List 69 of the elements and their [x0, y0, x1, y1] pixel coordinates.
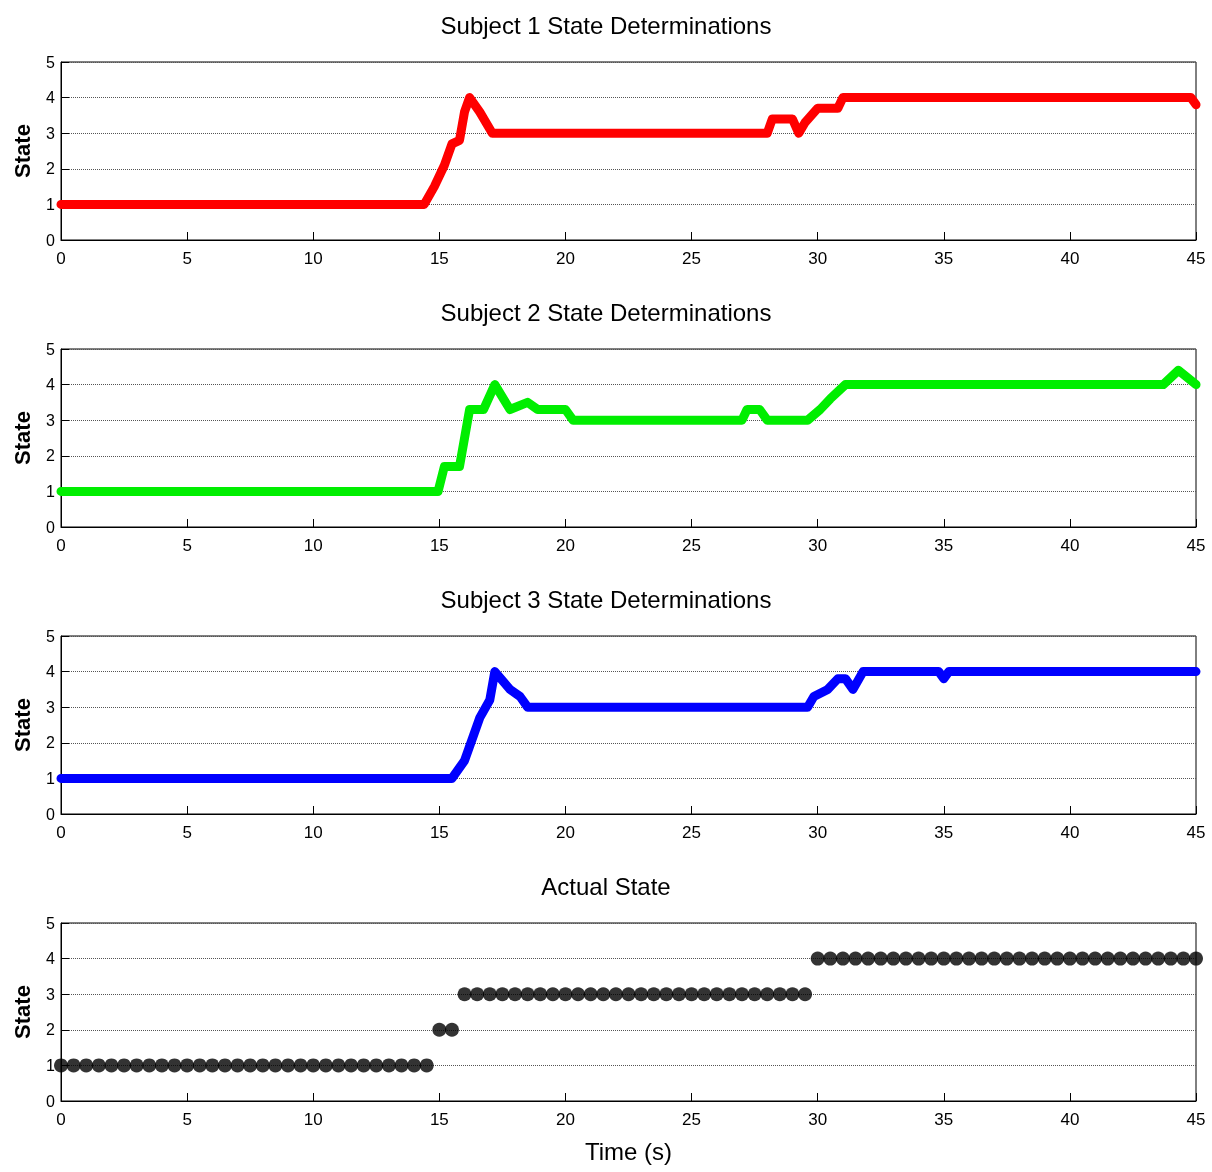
x-tick-label: 25 — [682, 536, 702, 555]
x-tick-label: 5 — [182, 823, 192, 842]
x-tick-label: 20 — [555, 823, 575, 842]
y-axis-title: State — [9, 985, 35, 1039]
x-tick-label: 25 — [682, 823, 702, 842]
x-tick-label: 35 — [934, 536, 954, 555]
x-tick-label: 10 — [303, 823, 323, 842]
x-tick-label: 35 — [934, 249, 954, 268]
y-tick-label: 4 — [46, 663, 56, 681]
chart-title: Subject 1 State Determinations — [440, 11, 772, 39]
x-tick-label: 45 — [1186, 249, 1206, 268]
x-tick-label: 45 — [1186, 823, 1206, 842]
x-tick-label: 35 — [934, 1110, 954, 1129]
x-tick-label: 30 — [808, 536, 828, 555]
y-tick-label: 2 — [46, 160, 56, 178]
x-tick-label: 40 — [1060, 823, 1080, 842]
y-tick-label: 5 — [46, 340, 56, 358]
y-tick-label: 4 — [46, 376, 56, 394]
chart-title: Actual State — [541, 872, 671, 900]
x-tick-label: 15 — [429, 1110, 449, 1129]
y-tick-label: 5 — [46, 914, 56, 932]
x-tick-label: 10 — [303, 1110, 323, 1129]
y-tick-label: 0 — [46, 518, 56, 536]
x-tick-label: 20 — [555, 249, 575, 268]
y-tick-label: 3 — [46, 124, 56, 142]
y-tick-label: 1 — [46, 482, 56, 500]
y-tick-label: 5 — [46, 627, 56, 645]
x-tick-label: 30 — [808, 823, 828, 842]
x-tick-label: 5 — [182, 536, 192, 555]
y-tick-label: 1 — [46, 195, 56, 213]
x-tick-label: 40 — [1060, 536, 1080, 555]
y-tick-label: 2 — [46, 734, 56, 752]
x-axis-title: Time (s) — [584, 1137, 673, 1165]
x-tick-label: 15 — [429, 536, 449, 555]
x-tick-label: 25 — [682, 249, 702, 268]
y-tick-label: 3 — [46, 985, 56, 1003]
x-tick-label: 5 — [182, 1110, 192, 1129]
x-tick-label: 40 — [1060, 1110, 1080, 1129]
y-axis-title: State — [9, 698, 35, 752]
y-tick-label: 1 — [46, 1056, 56, 1074]
y-tick-label: 3 — [46, 411, 56, 429]
x-tick-label: 25 — [682, 1110, 702, 1129]
y-tick-label: 3 — [46, 698, 56, 716]
x-tick-label: 15 — [429, 249, 449, 268]
x-tick-label: 10 — [303, 249, 323, 268]
chart-title: Subject 2 State Determinations — [440, 298, 772, 326]
x-tick-label: 45 — [1186, 536, 1206, 555]
y-tick-label: 1 — [46, 769, 56, 787]
y-tick-label: 0 — [46, 1092, 56, 1110]
y-tick-label: 0 — [46, 805, 56, 823]
y-tick-label: 2 — [46, 1021, 56, 1039]
x-tick-label: 35 — [934, 823, 954, 842]
x-tick-label: 40 — [1060, 249, 1080, 268]
x-tick-label: 20 — [555, 536, 575, 555]
x-tick-label: 45 — [1186, 1110, 1206, 1129]
x-tick-label: 10 — [303, 536, 323, 555]
y-tick-label: 5 — [46, 53, 56, 71]
chart-title: Subject 3 State Determinations — [440, 585, 772, 613]
y-tick-label: 4 — [46, 89, 56, 107]
x-tick-label: 30 — [808, 249, 828, 268]
y-tick-label: 0 — [46, 231, 56, 249]
x-tick-label: 15 — [429, 823, 449, 842]
x-tick-label: 5 — [182, 249, 192, 268]
y-tick-label: 2 — [46, 447, 56, 465]
y-axis-title: State — [9, 124, 35, 178]
x-tick-label: 30 — [808, 1110, 828, 1129]
y-axis-title: State — [9, 411, 35, 465]
y-tick-label: 4 — [46, 950, 56, 968]
x-tick-label: 20 — [555, 1110, 575, 1129]
